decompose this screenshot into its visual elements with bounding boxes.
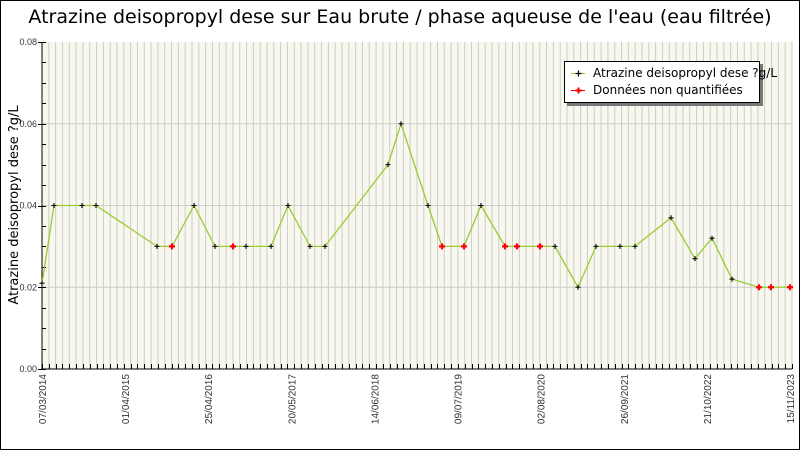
data-point [322, 243, 328, 249]
data-point-non-quantified [461, 243, 467, 250]
data-point [79, 203, 85, 208]
x-tick-label: 01/04/2015 [121, 374, 132, 424]
diamond-marker-icon [575, 87, 582, 94]
data-point [191, 203, 197, 208]
x-tick-label: 15/11/2023 [786, 374, 797, 424]
data-point [668, 215, 674, 221]
data-point [51, 203, 57, 208]
y-tick-label: 0.02 [19, 282, 37, 292]
data-point [243, 243, 249, 249]
x-tick-label: 26/09/2021 [620, 374, 631, 424]
data-point [729, 276, 735, 282]
legend-label: Données non quantifiées [593, 83, 743, 97]
x-tick-label: 02/08/2020 [537, 374, 548, 424]
x-tick-label: 07/03/2014 [38, 374, 49, 424]
data-point [39, 280, 45, 286]
chart-title: Atrazine deisopropyl dese sur Eau brute … [28, 6, 772, 28]
data-point-non-quantified [768, 284, 774, 291]
data-point-non-quantified [514, 243, 520, 250]
data-point [632, 243, 638, 249]
data-point-non-quantified [230, 243, 236, 250]
x-tick-label: 14/06/2018 [370, 374, 381, 424]
data-point [268, 243, 274, 249]
y-axis-label: Atrazine deisopropyl dese ?g/L [7, 105, 22, 305]
x-tick-label: 21/10/2022 [703, 374, 714, 424]
plus-marker-icon [575, 70, 582, 77]
data-point [478, 203, 484, 208]
data-point [212, 243, 218, 249]
data-point [709, 235, 715, 241]
data-point [398, 121, 404, 127]
x-tick-label: 25/04/2016 [204, 374, 215, 424]
y-tick-label: 0.00 [19, 364, 37, 374]
data-point [617, 243, 623, 249]
x-tick-label: 09/07/2019 [454, 374, 465, 424]
data-point [575, 284, 581, 290]
data-point-non-quantified [439, 243, 445, 250]
data-point [593, 243, 599, 249]
y-tick-label: 0.08 [19, 37, 37, 47]
data-point [552, 243, 558, 249]
data-point-non-quantified [537, 243, 543, 250]
data-point-non-quantified [756, 284, 762, 291]
data-point-non-quantified [502, 243, 508, 250]
data-point [93, 203, 99, 208]
data-point [425, 203, 431, 208]
data-point [692, 256, 698, 262]
data-point [285, 203, 291, 208]
data-point [154, 243, 160, 249]
data-point [307, 243, 313, 249]
chart-legend: Atrazine deisopropyl dese ?g/L Données n… [564, 61, 777, 103]
x-tick-label: 20/05/2017 [287, 374, 298, 424]
y-tick-label: 0.04 [19, 201, 37, 211]
data-point [385, 162, 391, 168]
data-point-non-quantified [787, 284, 793, 291]
data-point-non-quantified [169, 243, 175, 250]
y-tick-label: 0.06 [19, 119, 37, 129]
legend-label: Atrazine deisopropyl dese ?g/L [593, 66, 778, 80]
